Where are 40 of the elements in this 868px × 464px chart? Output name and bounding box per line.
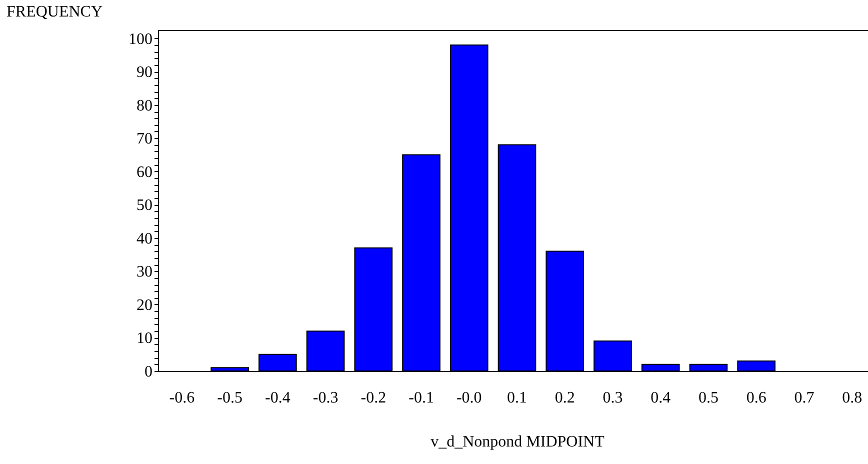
bar <box>641 364 680 372</box>
y-tick-label: 90 <box>136 64 152 82</box>
bar <box>306 330 345 372</box>
y-axis-title: FREQUENCY <box>6 4 103 20</box>
x-tick-label: -0.5 <box>217 390 242 406</box>
x-tick-label: 0.2 <box>554 390 575 406</box>
y-tick-label: 60 <box>136 164 152 181</box>
x-tick-label: -0.1 <box>408 390 434 406</box>
bar <box>737 360 776 372</box>
bar <box>210 367 249 372</box>
x-tick-label: 0.7 <box>794 390 814 406</box>
x-tick-label: -0.6 <box>169 390 195 406</box>
x-tick-label: 0.4 <box>650 390 671 406</box>
x-tick-label: -0.4 <box>265 390 290 406</box>
y-tick-label: 70 <box>136 130 152 148</box>
y-tick-label: 40 <box>136 230 152 248</box>
bar <box>689 364 728 372</box>
y-tick-label: 0 <box>144 364 152 380</box>
x-tick-label: -0.0 <box>456 390 482 406</box>
bar <box>354 247 393 372</box>
x-tick-label: 0.8 <box>842 390 862 406</box>
bar <box>594 340 632 372</box>
y-tick-label: 80 <box>136 97 152 114</box>
x-tick-label: 0.1 <box>507 390 527 406</box>
x-tick-label: -0.3 <box>312 390 338 406</box>
x-tick-label: 0.3 <box>602 390 623 406</box>
bar <box>258 354 297 372</box>
x-tick-label: 0.5 <box>698 390 718 406</box>
bar <box>498 144 536 372</box>
y-tick-label: 20 <box>136 296 152 314</box>
bar <box>450 44 488 372</box>
x-axis-title: v_d_Nonpond MIDPOINT <box>430 434 605 450</box>
bar <box>402 154 440 372</box>
y-tick-label: 100 <box>128 30 152 48</box>
bar <box>546 250 584 372</box>
x-tick-label: -0.2 <box>360 390 386 406</box>
x-tick-label: 0.6 <box>746 390 766 406</box>
y-tick-label: 10 <box>136 330 152 348</box>
y-tick-label: 30 <box>136 264 152 281</box>
y-tick-label: 50 <box>136 197 152 214</box>
